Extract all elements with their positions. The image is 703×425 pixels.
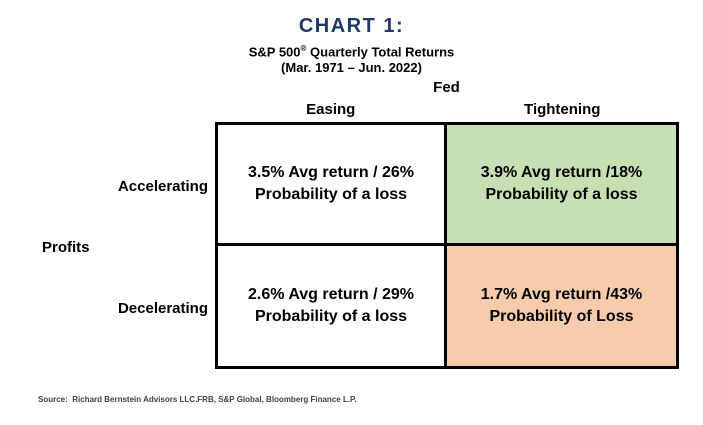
cell-decelerating-easing: 2.6% Avg return / 29% Probability of a l… [218,245,447,366]
cell-value-line: Probability of a loss [254,307,408,325]
cell-value-line: 1.7% Avg return /43% [480,285,643,303]
cell-value-line: 3.5% Avg return / 26% [248,163,414,181]
cell-value-line: Probability of a loss [485,185,638,203]
source-attribution: Source: Richard Bernstein Advisors LLC.F… [38,395,357,404]
subtitle-text-suffix: Quarterly Total Returns [306,44,455,60]
row-axis-label-profits: Profits [42,239,90,256]
subtitle-text: S&P 500 [248,44,301,60]
cell-accelerating-tightening: 3.9% Avg return /18% Probability of a lo… [447,125,676,246]
cell-accelerating-easing: 3.5% Avg return / 26% Probability of a l… [218,125,447,246]
column-header-tightening: Tightening [524,101,601,118]
matrix-grid: 3.5% Avg return / 26% Probability of a l… [215,122,679,369]
column-header-easing: Easing [306,101,356,118]
cell-value-line: 3.9% Avg return /18% [480,163,643,181]
chart-title: CHART 1: [298,15,405,37]
cell-value-line: 2.6% Avg return / 29% [248,285,414,303]
row-header-decelerating: Decelerating [117,300,208,317]
cell-value-line: Probability of a loss [254,185,408,203]
row-header-accelerating: Accelerating [117,178,208,195]
column-axis-label-fed: Fed [433,79,460,96]
registered-trademark-symbol: ® [300,44,307,53]
column-headers: Easing Tightening [215,101,678,118]
cell-value-line: Probability of Loss [489,307,634,325]
cell-decelerating-tightening: 1.7% Avg return /43% Probability of Loss [447,245,676,366]
title-block: CHART 1: S&P 500® Quarterly Total Return… [0,14,703,76]
chart-date-range: (Mar. 1971 – Jun. 2022) [281,60,422,76]
chart-subtitle: S&P 500® Quarterly Total Returns [0,40,703,60]
